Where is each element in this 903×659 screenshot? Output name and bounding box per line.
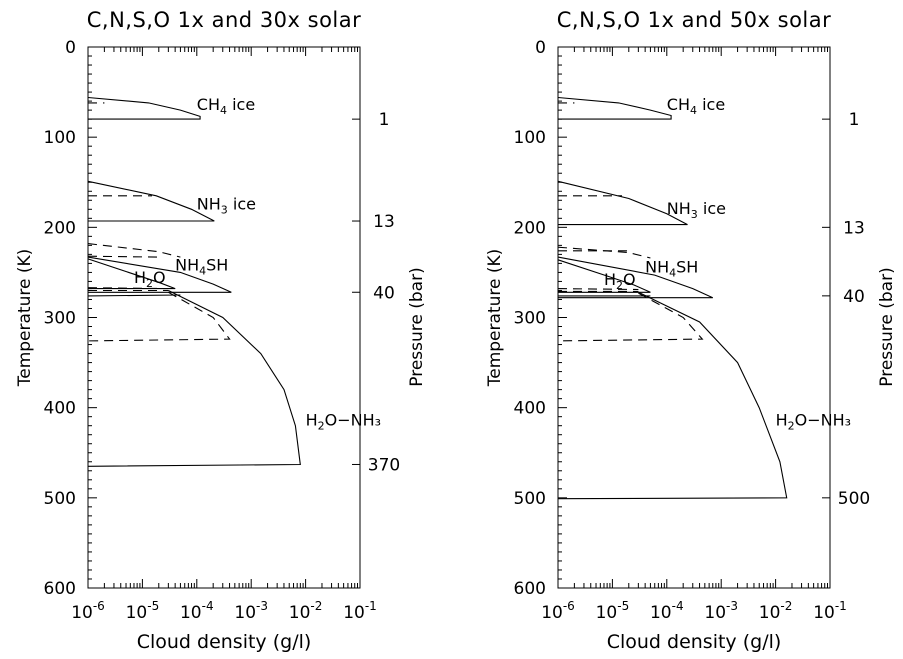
cloud-density-line [87,180,215,222]
y-tick-label: 400 [44,399,76,419]
y-tick-label: 300 [44,309,76,329]
cloud-label: NH4SH [645,257,698,279]
cloud-density-line [87,287,169,290]
cloud-density-line [557,256,714,299]
y-tick-label: 400 [514,399,546,419]
cloud-density-line [87,256,232,293]
x-tick-label: 10-4 [650,599,684,623]
x-axis-label: Cloud density (g/l) [137,631,312,653]
cloud-label: NH4SH [175,256,228,278]
cloud-label: H2O [134,268,166,290]
x-tick-label: 10-3 [234,599,268,623]
pressure-tick-label: 370 [368,455,400,475]
x-tick-label: 10-5 [126,599,160,623]
cloud-label: H2O−NH₃ [306,411,381,433]
pressure-tick-label: 13 [843,218,865,238]
cloud-density-line [557,292,704,342]
cloud-label: H2O [604,270,636,292]
x-tick-label: 10-3 [704,599,738,623]
chart-panel-30x: C,N,S,O 1x and 30x solar 10-6 10-5 10-4 10-3… [15,8,427,653]
cloud-label: NH3 ice [197,194,256,216]
x-tick-label: 10-2 [289,599,323,623]
pressure-tick-label: 1 [379,110,390,130]
pressure-tick-label: 500 [838,489,870,509]
x-tick-label: 10-5 [596,599,630,623]
cloud-density-line [557,180,688,226]
chart-title: C,N,S,O 1x and 30x solar [87,8,362,32]
y-axis-label: Temperature (K) [15,249,35,388]
y-tick-label: 0 [535,38,546,58]
x-tick-label: 10-4 [180,599,214,623]
y-tick-label: 200 [514,218,546,238]
y-tick-label: 600 [514,579,546,599]
chart-title: C,N,S,O 1x and 50x solar [557,8,832,32]
x-tick-label: 10-6 [541,599,575,623]
cloud-density-line [87,243,181,258]
x-tick-label: 10-6 [71,599,105,623]
pressure-tick-label: 40 [373,283,395,303]
cloud-density-line [557,246,651,259]
pressure-tick-label: 40 [843,287,865,307]
cloud-density-line [557,288,639,291]
y-tick-label: 500 [514,489,546,509]
cloud-density-line [87,255,159,258]
pressure-tick-label: 1 [849,110,860,130]
cloud-label: CH4 ice [667,95,725,117]
y-tick-label: 0 [65,38,76,58]
x-tick-label: 10-1 [343,599,377,623]
plot-frame [557,46,831,589]
cloud-density-line [87,290,301,467]
chart-panel-50x: C,N,S,O 1x and 50x solar 10-6 10-5 10-4 10-3… [485,8,897,653]
x-tick-label: 10-2 [759,599,793,623]
x-tick-label: 10-1 [813,599,847,623]
cloud-density-line [87,294,181,297]
right-axis-label: Pressure (bar) [407,267,427,386]
cloud-density-line [87,96,201,120]
y-tick-label: 300 [514,309,546,329]
right-axis-label: Pressure (bar) [877,267,897,386]
y-tick-label: 100 [514,128,546,148]
y-tick-label: 100 [44,128,76,148]
plot-frame [87,46,361,589]
y-tick-label: 500 [44,489,76,509]
cloud-label: NH3 ice [667,199,726,221]
cloud-density-line [557,291,788,500]
cloud-density-line [557,259,651,293]
cloud-label: H2O−NH₃ [776,411,851,433]
x-axis-label: Cloud density (g/l) [607,631,782,653]
cloud-density-line [557,96,672,120]
cloud-density-line [87,291,231,342]
pressure-tick-label: 13 [373,212,395,232]
cloud-label: CH4 ice [197,95,255,117]
cloud-density-line [87,258,176,290]
y-tick-label: 200 [44,218,76,238]
y-axis-label: Temperature (K) [485,249,505,388]
y-tick-label: 600 [44,579,76,599]
